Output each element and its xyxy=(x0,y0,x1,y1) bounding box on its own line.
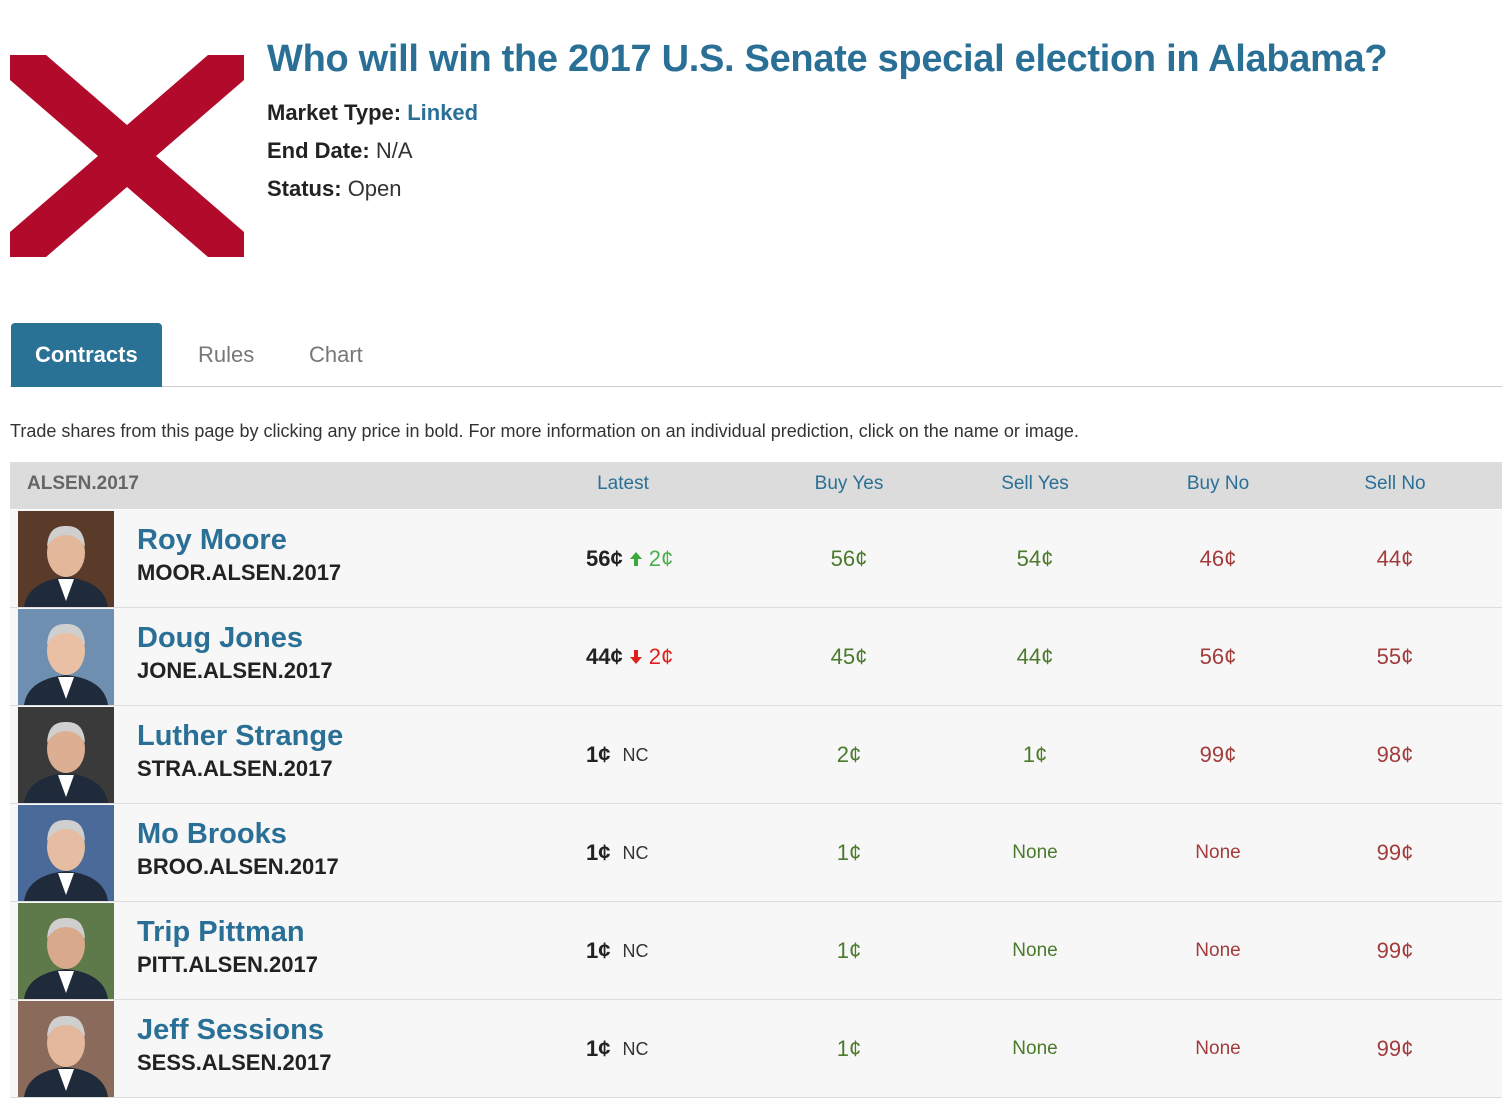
tab[interactable]: Rules xyxy=(198,342,255,367)
price-change: NC xyxy=(622,940,649,961)
latest-price: 56¢ 2¢ xyxy=(586,546,673,572)
price-change: NC xyxy=(622,1038,649,1059)
price-buy-yes[interactable]: 1¢ xyxy=(836,1036,862,1061)
latest-value[interactable]: 1¢ xyxy=(586,742,611,767)
latest-value[interactable]: 1¢ xyxy=(586,840,611,865)
column-header: Sell Yes xyxy=(1001,473,1069,494)
contract-row: Roy Moore MOOR.ALSEN.2017 56¢ 2¢ 56¢ 54¢ 46¢ 44… xyxy=(10,510,1502,608)
table-header xyxy=(10,462,1502,509)
contract-row: Jeff Sessions SESS.ALSEN.2017 1¢ NC 1¢ None No… xyxy=(10,1000,1502,1098)
label: End Date: xyxy=(267,138,370,163)
tab[interactable]: Chart xyxy=(309,342,363,367)
contract-image[interactable] xyxy=(18,511,114,607)
alabama-flag xyxy=(10,55,244,257)
contract-image[interactable] xyxy=(18,903,114,999)
contract-ticker: BROO.ALSEN.2017 xyxy=(137,854,339,879)
price-sell-no[interactable]: 99¢ xyxy=(1376,1036,1414,1061)
price-buy-no[interactable]: 99¢ xyxy=(1199,742,1237,767)
contract-name[interactable]: Doug Jones xyxy=(137,622,303,654)
price-sell-no[interactable]: 98¢ xyxy=(1376,742,1414,767)
contract-ticker: MOOR.ALSEN.2017 xyxy=(137,560,342,585)
latest-price: 1¢ NC xyxy=(586,1036,648,1062)
price-sell-yes[interactable]: 54¢ xyxy=(1016,546,1054,571)
price-sell-no[interactable]: 99¢ xyxy=(1376,840,1414,865)
contract-row: Luther Strange STRA.ALSEN.2017 1¢ NC 2¢ 1¢ 99¢… xyxy=(10,706,1502,804)
price-buy-no: None xyxy=(1195,842,1241,863)
tab[interactable]: Contracts xyxy=(11,323,162,387)
price-buy-yes[interactable]: 2¢ xyxy=(836,742,862,767)
price-sell-yes: None xyxy=(1012,940,1058,961)
price-buy-no[interactable]: 46¢ xyxy=(1199,546,1237,571)
value: Open xyxy=(347,176,402,201)
status: Status: Open xyxy=(267,176,402,202)
column-header: Latest xyxy=(597,473,649,494)
contract-image[interactable] xyxy=(18,805,114,901)
price-sell-yes: None xyxy=(1012,1038,1058,1059)
price-change: 2¢ xyxy=(648,546,674,571)
price-buy-yes[interactable]: 45¢ xyxy=(830,644,868,669)
trend-arrow xyxy=(629,552,642,566)
price-buy-no: None xyxy=(1195,1038,1241,1059)
end-date: End Date: N/A xyxy=(267,138,413,164)
latest-value[interactable]: 1¢ xyxy=(586,1036,611,1061)
market-type-link[interactable]: Linked xyxy=(407,100,479,125)
contract-row: Doug Jones JONE.ALSEN.2017 44¢ 2¢ 45¢ 44¢ 56¢ 5… xyxy=(10,608,1502,706)
price-sell-no[interactable]: 55¢ xyxy=(1376,644,1414,669)
latest-value[interactable]: 44¢ xyxy=(586,644,623,669)
contract-image[interactable] xyxy=(18,707,114,803)
price-sell-yes[interactable]: 44¢ xyxy=(1016,644,1054,669)
price-buy-yes[interactable]: 1¢ xyxy=(836,938,862,963)
column-header: Sell No xyxy=(1364,473,1426,494)
price-buy-yes[interactable]: 1¢ xyxy=(836,840,862,865)
price-sell-no[interactable]: 99¢ xyxy=(1376,938,1414,963)
price-sell-yes: None xyxy=(1012,842,1058,863)
column-header: ALSEN.2017 xyxy=(27,473,139,494)
price-sell-no[interactable]: 44¢ xyxy=(1376,546,1414,571)
contract-name[interactable]: Luther Strange xyxy=(137,720,344,752)
label: Status: xyxy=(267,176,342,201)
label: Market Type: xyxy=(267,100,402,125)
contract-row: Mo Brooks BROO.ALSEN.2017 1¢ NC 1¢ None None 99… xyxy=(10,804,1502,902)
contract-image[interactable] xyxy=(18,609,114,705)
value: N/A xyxy=(375,138,413,163)
latest-value[interactable]: 1¢ xyxy=(586,938,611,963)
latest-price: 1¢ NC xyxy=(586,938,648,964)
tab-border xyxy=(10,386,1502,387)
contract-row: Trip Pittman PITT.ALSEN.2017 1¢ NC 1¢ None Non… xyxy=(10,902,1502,1000)
column-header: Buy No xyxy=(1186,473,1250,494)
contract-ticker: PITT.ALSEN.2017 xyxy=(137,952,318,977)
contract-ticker: JONE.ALSEN.2017 xyxy=(137,658,333,683)
latest-price: 1¢ NC xyxy=(586,840,648,866)
contract-image[interactable] xyxy=(18,1001,114,1097)
price-sell-yes[interactable]: 1¢ xyxy=(1022,742,1048,767)
market-title: Who will win the 2017 U.S. Senate specia… xyxy=(267,38,1388,80)
contract-name[interactable]: Roy Moore xyxy=(137,524,287,556)
contract-ticker: STRA.ALSEN.2017 xyxy=(137,756,333,781)
contract-name[interactable]: Mo Brooks xyxy=(137,818,287,850)
instructions: Trade shares from this page by clicking … xyxy=(10,421,1079,441)
price-buy-yes[interactable]: 56¢ xyxy=(830,546,868,571)
contract-name[interactable]: Jeff Sessions xyxy=(137,1014,324,1046)
price-change: 2¢ xyxy=(648,644,674,669)
latest-price: 1¢ NC xyxy=(586,742,648,768)
price-buy-no: None xyxy=(1195,940,1241,961)
contract-ticker: SESS.ALSEN.2017 xyxy=(137,1050,332,1075)
contract-name[interactable]: Trip Pittman xyxy=(137,916,305,948)
market-type: Market Type: Linked xyxy=(267,100,478,126)
column-header: Buy Yes xyxy=(814,473,884,494)
trend-arrow xyxy=(629,650,642,664)
latest-price: 44¢ 2¢ xyxy=(586,644,673,670)
price-buy-no[interactable]: 56¢ xyxy=(1199,644,1237,669)
price-change: NC xyxy=(622,744,649,765)
price-change: NC xyxy=(622,842,649,863)
latest-value[interactable]: 56¢ xyxy=(586,546,623,571)
